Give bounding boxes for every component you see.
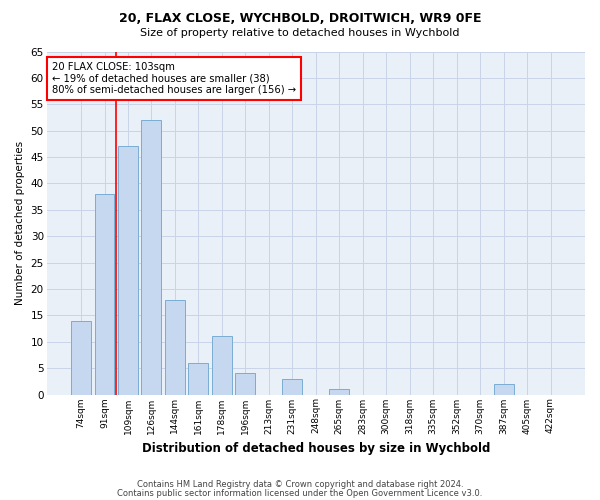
Y-axis label: Number of detached properties: Number of detached properties (15, 141, 25, 305)
Bar (95, 194, 115, 394)
Bar (212, 336, 232, 394)
Text: Contains public sector information licensed under the Open Government Licence v3: Contains public sector information licen… (118, 488, 482, 498)
X-axis label: Distribution of detached houses by size in Wychbold: Distribution of detached houses by size … (142, 442, 490, 455)
Bar (494, 384, 514, 394)
Bar (165, 300, 185, 394)
Text: Size of property relative to detached houses in Wychbold: Size of property relative to detached ho… (140, 28, 460, 38)
Bar (71, 320, 91, 394)
Text: 20, FLAX CLOSE, WYCHBOLD, DROITWICH, WR9 0FE: 20, FLAX CLOSE, WYCHBOLD, DROITWICH, WR9… (119, 12, 481, 26)
Bar (329, 389, 349, 394)
Bar (188, 363, 208, 394)
Bar (283, 378, 302, 394)
Bar (235, 374, 256, 394)
Text: Contains HM Land Registry data © Crown copyright and database right 2024.: Contains HM Land Registry data © Crown c… (137, 480, 463, 489)
Text: 20 FLAX CLOSE: 103sqm
← 19% of detached houses are smaller (38)
80% of semi-deta: 20 FLAX CLOSE: 103sqm ← 19% of detached … (52, 62, 296, 95)
Bar (142, 120, 161, 394)
Bar (118, 146, 138, 394)
